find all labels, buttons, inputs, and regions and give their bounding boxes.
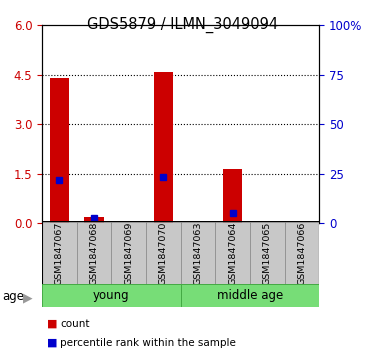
Bar: [223, 169, 242, 223]
Text: GSM1847064: GSM1847064: [228, 221, 237, 285]
Text: count: count: [60, 319, 90, 329]
FancyBboxPatch shape: [42, 222, 77, 284]
Text: GDS5879 / ILMN_3049094: GDS5879 / ILMN_3049094: [87, 16, 278, 33]
Text: GSM1847067: GSM1847067: [55, 221, 64, 285]
Text: GSM1847068: GSM1847068: [89, 221, 99, 285]
FancyBboxPatch shape: [250, 222, 285, 284]
FancyBboxPatch shape: [285, 222, 319, 284]
FancyBboxPatch shape: [181, 284, 319, 307]
Text: percentile rank within the sample: percentile rank within the sample: [60, 338, 236, 348]
Text: GSM1847063: GSM1847063: [193, 221, 203, 285]
Text: ■: ■: [47, 319, 58, 329]
Text: young: young: [93, 289, 130, 302]
Text: GSM1847065: GSM1847065: [263, 221, 272, 285]
FancyBboxPatch shape: [42, 284, 181, 307]
FancyBboxPatch shape: [181, 222, 215, 284]
FancyBboxPatch shape: [111, 222, 146, 284]
FancyBboxPatch shape: [215, 222, 250, 284]
Text: age: age: [2, 290, 24, 303]
Bar: [154, 72, 173, 223]
Bar: [50, 78, 69, 223]
FancyBboxPatch shape: [146, 222, 181, 284]
Text: GSM1847069: GSM1847069: [124, 221, 133, 285]
Text: middle age: middle age: [217, 289, 283, 302]
Text: ▶: ▶: [23, 291, 32, 304]
Text: GSM1847066: GSM1847066: [297, 221, 307, 285]
Bar: [84, 217, 104, 223]
FancyBboxPatch shape: [77, 222, 111, 284]
Text: GSM1847070: GSM1847070: [159, 221, 168, 285]
Text: ■: ■: [47, 338, 58, 348]
